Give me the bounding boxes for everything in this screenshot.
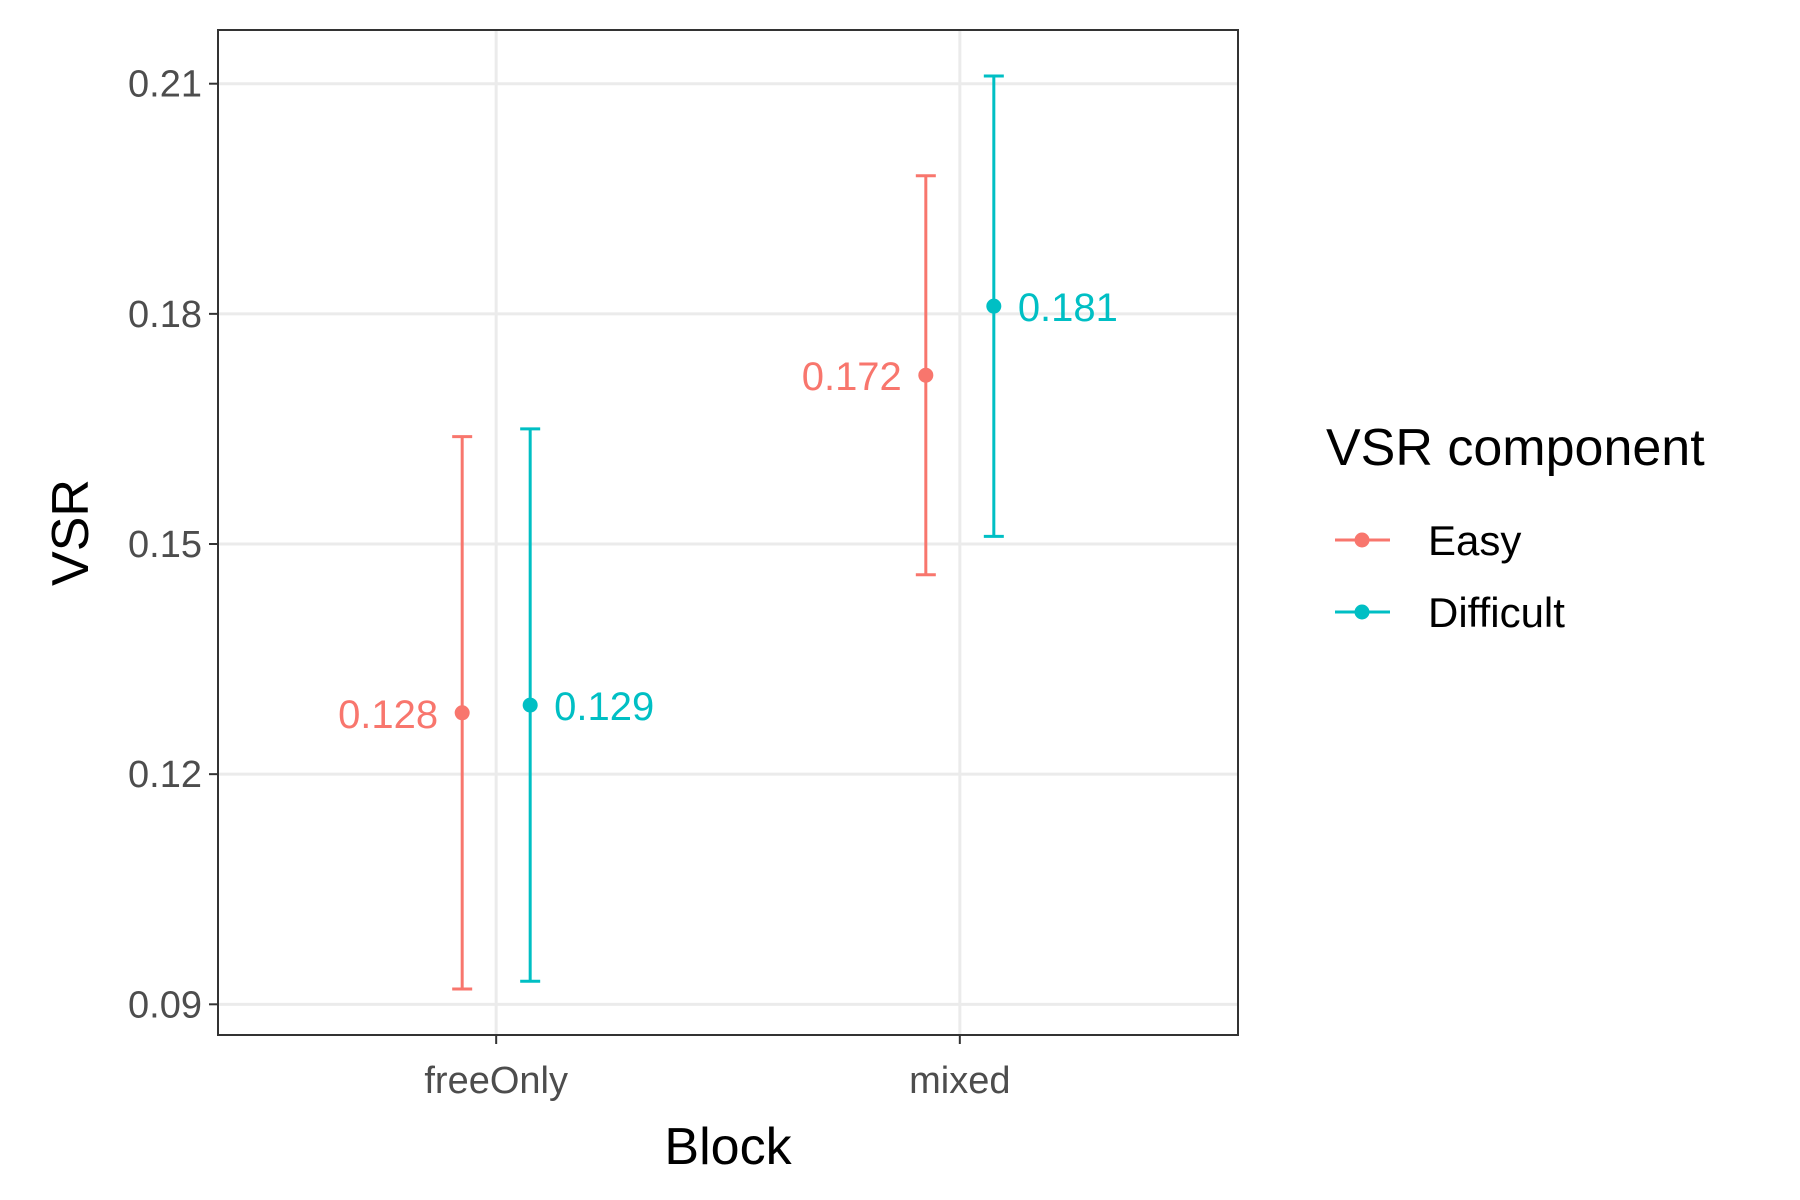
legend-key-point-easy bbox=[1355, 533, 1370, 548]
x-tick-label: mixed bbox=[909, 1060, 1010, 1102]
x-axis-title: Block bbox=[664, 1118, 792, 1176]
y-tick-label: 0.15 bbox=[128, 524, 202, 566]
point-difficult bbox=[523, 698, 538, 713]
y-axis-title: VSR bbox=[42, 479, 100, 586]
x-tick-label: freeOnly bbox=[424, 1060, 568, 1102]
y-tick-label: 0.12 bbox=[128, 754, 202, 796]
legend: VSR component Easy Difficult bbox=[1326, 419, 1705, 636]
y-tick-label: 0.21 bbox=[128, 64, 202, 106]
point-difficult bbox=[986, 299, 1001, 314]
legend-label-difficult: Difficult bbox=[1428, 589, 1565, 636]
data-label-difficult: 0.129 bbox=[554, 685, 654, 729]
data-label-easy: 0.128 bbox=[338, 693, 438, 737]
y-tick-label: 0.18 bbox=[128, 294, 202, 336]
y-tick-label: 0.09 bbox=[128, 984, 202, 1026]
legend-label-easy: Easy bbox=[1428, 517, 1521, 564]
data-label-difficult: 0.181 bbox=[1018, 286, 1118, 330]
legend-title: VSR component bbox=[1326, 419, 1705, 477]
data-label-easy: 0.172 bbox=[802, 355, 902, 399]
point-easy bbox=[455, 705, 470, 720]
legend-key-point-difficult bbox=[1355, 605, 1370, 620]
point-easy bbox=[918, 368, 933, 383]
plot-panel-background bbox=[218, 30, 1238, 1035]
